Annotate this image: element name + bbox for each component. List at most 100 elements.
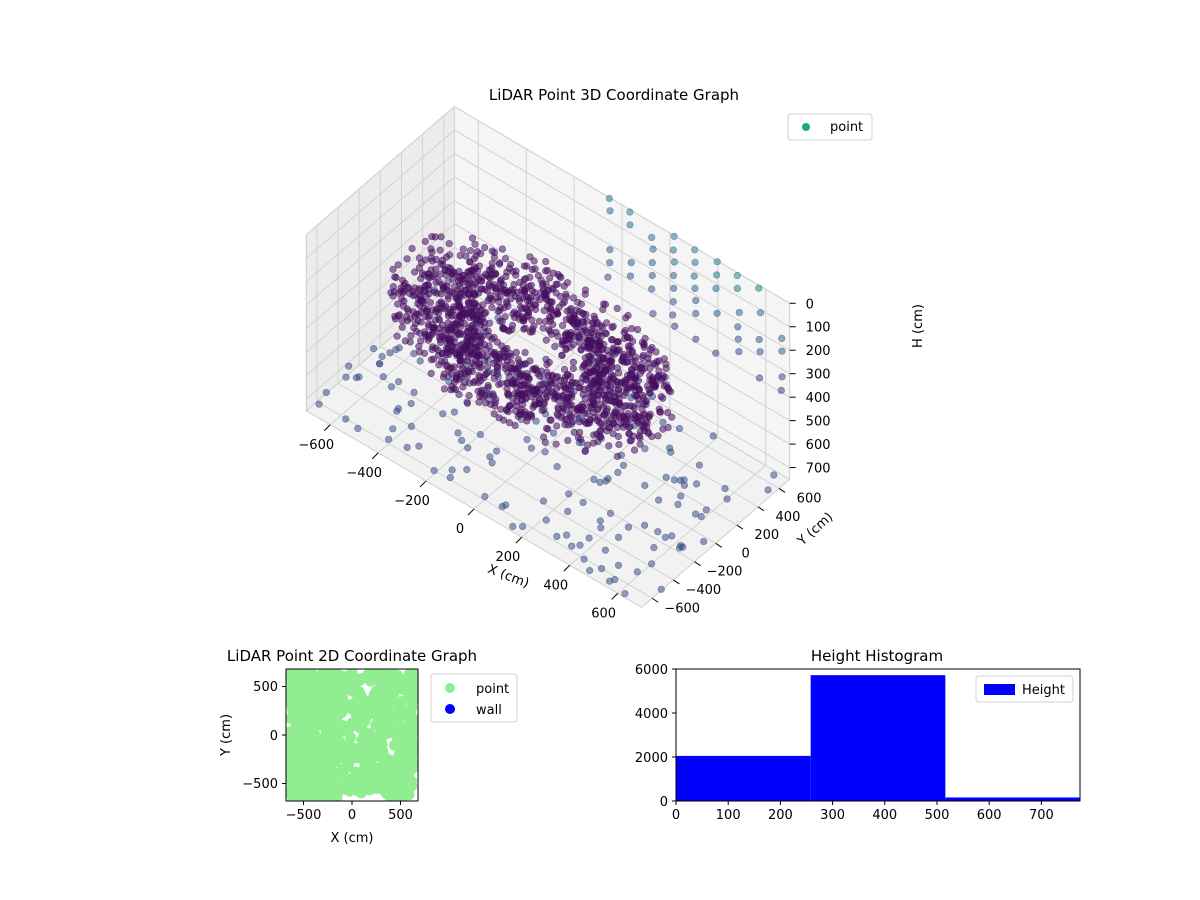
point-3d [670,232,678,240]
plot-3d-xlabel: X (cm) [485,562,531,591]
point-3d [655,357,663,365]
point-3d [609,419,617,427]
point-2d [370,782,382,794]
point-3d [546,327,554,335]
point-3d [425,290,433,298]
point-3d [518,361,527,369]
point-3d [553,463,561,471]
plot-3d-legend: point [787,113,873,141]
point-3d [605,577,614,585]
point-3d [649,310,657,318]
point-3d [615,390,623,398]
point-3d [469,310,477,319]
point-3d [486,274,494,282]
plot-3d-zlabel: H (cm) [911,304,926,348]
point-3d [582,310,590,319]
point-3d [503,268,511,276]
point-3d [523,436,531,444]
point-3d [579,498,587,507]
point-3d [581,354,589,362]
point-3d [428,257,437,265]
point-3d [392,346,400,354]
point-3d [614,561,623,569]
point-3d [640,341,648,349]
plot-2d: LiDAR Point 2D Coordinate Graph −500 0 5… [219,647,518,846]
point-3d [778,334,786,343]
point-3d [702,506,710,514]
plot-2d-ytick: 0 [270,729,278,744]
plot-3d-title: LiDAR Point 3D Coordinate Graph [489,86,739,104]
point-3d [649,383,658,391]
point-3d [546,274,554,282]
point-3d [387,383,396,391]
point-3d [483,352,491,360]
point-3d [690,272,698,280]
point-3d [424,336,432,344]
point-3d [660,382,668,390]
plot-2d-xlabel: X (cm) [331,831,374,846]
point-3d [712,284,720,293]
point-2d [288,706,299,718]
point-3d [471,240,479,248]
point-3d [662,364,670,373]
point-3d [505,419,514,427]
point-3d [624,523,633,531]
point-3d [415,442,423,450]
point-3d [713,271,721,279]
point-3d [436,246,444,254]
point-3d [602,477,610,485]
point-3d [496,285,505,293]
grid-x [329,120,479,426]
point-3d [378,352,386,361]
point-3d [657,376,665,384]
point-3d [669,272,678,280]
point-3d [393,332,401,340]
tick-label-y: −400 [685,583,721,598]
point-3d [645,350,653,358]
tick-x [563,564,571,572]
point-3d [437,338,445,347]
point-3d [733,284,742,293]
point-3d [640,521,649,529]
tick-label-z: 400 [806,391,831,406]
point-3d [633,568,641,576]
grid-y-floor [380,346,716,544]
point-2d [394,746,406,757]
grid-z [305,105,790,304]
plot-2d-ytick: −500 [242,777,278,792]
point-3d [626,437,634,445]
point-3d [560,282,568,290]
point-3d [477,364,485,372]
point-3d [512,267,520,275]
point-3d [438,256,447,265]
point-3d [385,435,393,443]
plot-2d-legend: point wall [430,673,518,723]
point-3d [415,342,423,351]
point-3d [513,288,522,297]
point-3d [641,481,649,490]
point-3d [541,438,549,446]
point-2d [396,779,407,791]
point-3d [735,348,743,356]
tick-y [778,488,786,493]
point-3d [770,471,778,479]
point-3d [446,474,454,482]
point-3d [579,363,587,372]
point-3d [411,268,419,276]
point-2d [385,690,397,702]
point-3d [432,278,440,287]
point-3d [435,315,443,323]
point-3d [526,273,534,281]
point-3d [637,421,645,429]
point-3d [407,422,416,431]
point-3d [370,345,378,353]
point-2d [354,673,366,685]
point-3d [494,307,502,315]
point-3d [538,407,546,415]
point-3d [408,244,416,253]
plot-2d-legend-label-wall: wall [476,703,502,718]
point-3d [464,328,472,336]
point-2d [328,695,340,707]
point-3d [734,323,742,331]
point-2d [334,725,346,737]
